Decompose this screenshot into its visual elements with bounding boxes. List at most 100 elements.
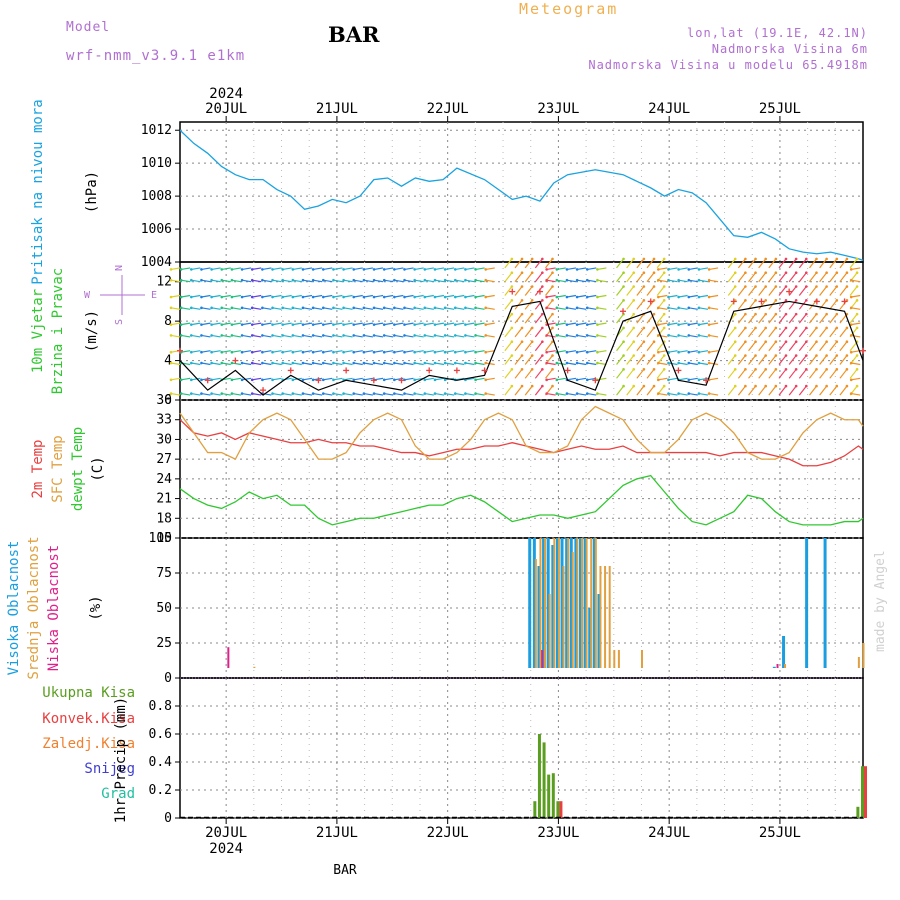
wind-arrow-head bbox=[190, 278, 193, 282]
bottom-day-label: 24JUL bbox=[648, 825, 690, 841]
wind-arrow-head bbox=[382, 323, 386, 326]
wind-arrow bbox=[646, 286, 655, 296]
wind-arrow-head bbox=[585, 378, 589, 382]
wind-arrow-head bbox=[474, 361, 477, 365]
wind-arrow-head bbox=[677, 268, 680, 271]
wind-arrow-head bbox=[352, 278, 356, 282]
wind-arrow-head bbox=[855, 312, 859, 316]
wind-arrow-head bbox=[474, 378, 477, 382]
wind-arrow-head bbox=[677, 350, 680, 354]
wind-arrow-head bbox=[596, 334, 599, 337]
wind-arrow bbox=[201, 334, 211, 338]
wind-arrow bbox=[566, 279, 577, 283]
wind-arrow-head bbox=[585, 334, 589, 337]
wind-arrow bbox=[748, 272, 757, 283]
wind-arrow bbox=[384, 322, 394, 326]
wind-arrow-head bbox=[433, 278, 437, 282]
wind-arrow-head bbox=[657, 361, 660, 365]
wind-arrow-head bbox=[484, 361, 488, 365]
wind-arrow bbox=[514, 368, 523, 379]
wind-arrow-head bbox=[423, 334, 427, 337]
wind-arrow-head bbox=[794, 340, 798, 344]
wind-arrow-head bbox=[744, 257, 747, 261]
wind-arrow-head bbox=[585, 295, 589, 299]
wind-arrow bbox=[465, 334, 475, 338]
wind-arrow-head bbox=[179, 268, 183, 271]
wind-arrow-head bbox=[687, 361, 691, 365]
wind-arrow-head bbox=[311, 306, 315, 310]
wind-arrow bbox=[191, 279, 201, 283]
ytick-label-wind: 4 bbox=[164, 354, 172, 369]
wind-arrow-head bbox=[464, 323, 467, 326]
wind-arrow bbox=[282, 350, 292, 353]
wind-arrow-head bbox=[352, 350, 356, 354]
wind-arrow-head bbox=[677, 295, 680, 299]
wind-arrow-head bbox=[815, 340, 818, 344]
wind-arrow-head bbox=[342, 268, 345, 271]
wind-arrow bbox=[455, 377, 465, 381]
wind-arrow-head bbox=[784, 285, 788, 288]
wind-arrow-head bbox=[541, 326, 544, 330]
wind-arrow-head bbox=[707, 323, 711, 326]
wind-arrow-head bbox=[453, 268, 457, 271]
wind-arrow bbox=[292, 322, 302, 326]
wind-arrow-head bbox=[555, 361, 559, 365]
wind-arrow-head bbox=[250, 361, 254, 365]
wind-arrow bbox=[201, 322, 211, 326]
wind-arrow-head bbox=[652, 312, 656, 316]
wind-arrow-head bbox=[464, 268, 467, 271]
wind-arrow bbox=[302, 279, 313, 283]
wind-arrow bbox=[577, 322, 587, 326]
wind-arrow bbox=[587, 392, 597, 396]
wind-arrow-head bbox=[301, 361, 305, 365]
cloud-bar-0 bbox=[805, 538, 809, 668]
precip-bar-0 bbox=[542, 742, 546, 818]
wind-arrow-head bbox=[622, 271, 625, 275]
wind-arrow bbox=[485, 279, 495, 283]
wind-arrow-head bbox=[362, 306, 366, 310]
wind-arrow-head bbox=[484, 392, 488, 395]
wind-arrow-head bbox=[555, 278, 559, 282]
wind-arrow-head bbox=[393, 268, 396, 271]
wind-arrow bbox=[534, 368, 543, 379]
cloud-ylabel-2: Niska Oblacnost bbox=[46, 545, 62, 671]
wind-arrow bbox=[851, 307, 861, 310]
wind-arrow bbox=[708, 392, 719, 396]
wind-arrow-head bbox=[545, 295, 548, 299]
wind-arrow bbox=[524, 327, 533, 338]
wind-arrow bbox=[626, 385, 635, 396]
wind-arrow bbox=[424, 294, 434, 298]
wind-arrow-head bbox=[510, 368, 514, 371]
wind-arrow bbox=[587, 294, 597, 298]
wind-arrow-head bbox=[271, 392, 274, 395]
wind-arrow-head bbox=[541, 340, 544, 344]
wind-arrow-head bbox=[311, 350, 315, 354]
wind-arrow-head bbox=[443, 278, 447, 282]
wind-arrow-head bbox=[474, 392, 477, 395]
wind-arrow bbox=[272, 392, 282, 396]
wind-arrow bbox=[534, 313, 543, 324]
wind-arrow bbox=[849, 286, 858, 296]
wind-arrow bbox=[231, 322, 242, 326]
wind-arrow bbox=[394, 294, 404, 298]
wind-arrow bbox=[262, 362, 272, 366]
cloud-bar-0 bbox=[555, 538, 559, 668]
wind-arrow bbox=[768, 258, 777, 269]
wind-arrow-head bbox=[433, 323, 437, 326]
wind-arrow-head bbox=[332, 323, 335, 326]
wind-arrow bbox=[758, 368, 767, 379]
wind-arrow-head bbox=[744, 340, 747, 344]
wind-arrow-head bbox=[744, 285, 747, 288]
wind-arrow bbox=[798, 258, 807, 269]
panel-frame-precip bbox=[179, 677, 864, 819]
wind-arrow-head bbox=[815, 354, 818, 357]
wind-arrow bbox=[597, 294, 607, 298]
wind-arrow-head bbox=[413, 323, 416, 326]
wind-arrow-head bbox=[453, 295, 457, 299]
wind-arrow bbox=[616, 385, 625, 396]
wind-arrow bbox=[465, 322, 475, 326]
wind-arrow-head bbox=[433, 295, 437, 299]
bottom-day-label: 21JUL bbox=[316, 825, 358, 841]
wind-arrow bbox=[434, 307, 445, 310]
wind-arrow bbox=[272, 377, 282, 381]
